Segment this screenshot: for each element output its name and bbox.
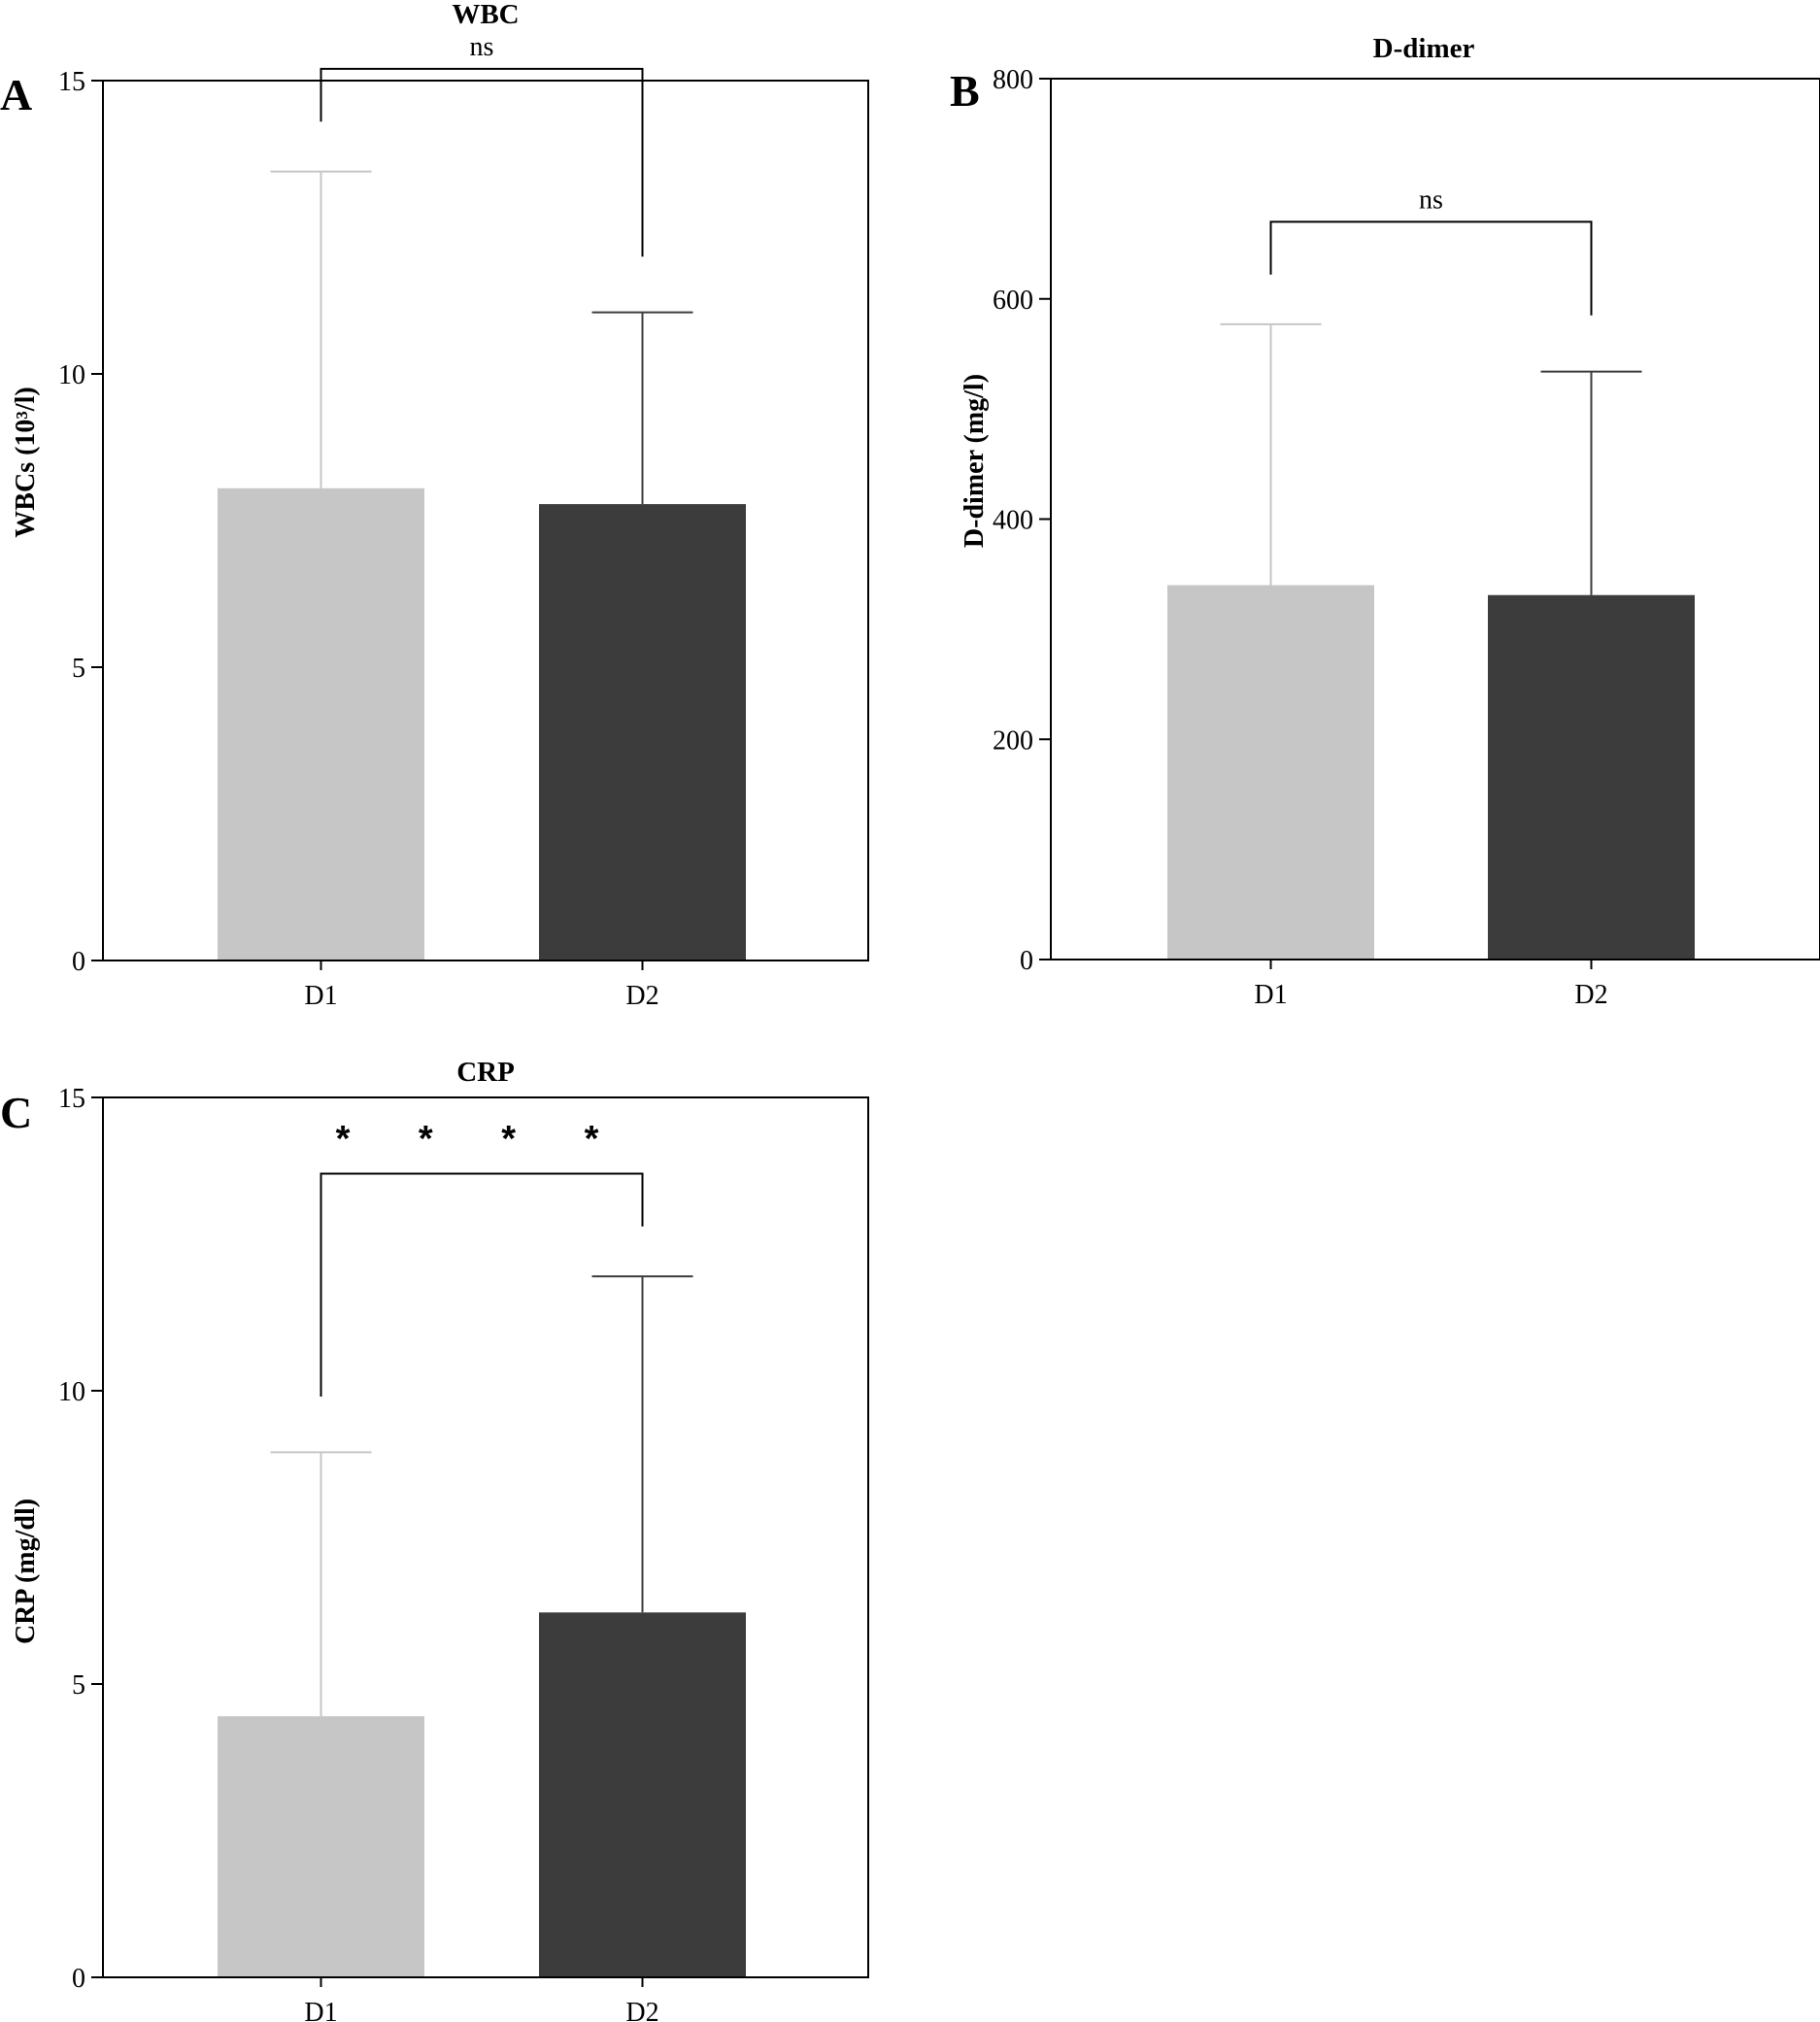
- significance-label: ns: [470, 32, 494, 62]
- y-tick-label: 0: [72, 1964, 85, 1994]
- chart-title: CRP: [456, 1057, 515, 1088]
- bar-d1: [218, 488, 424, 960]
- significance-bracket: [320, 1172, 644, 1398]
- significance-label: ns: [1419, 185, 1443, 215]
- y-tick-label: 200: [993, 725, 1033, 756]
- significance-label: * * * *: [336, 1119, 628, 1160]
- y-tick-label: 0: [72, 947, 85, 977]
- y-tick-label: 800: [993, 65, 1033, 95]
- axes-frame: [102, 80, 869, 961]
- x-tick-label: D2: [625, 1998, 658, 2022]
- y-tick-label: 10: [58, 1377, 85, 1407]
- y-tick-label: 0: [1020, 946, 1033, 976]
- axes-frame: [102, 1096, 869, 1978]
- chart-title: D-dimer: [1373, 33, 1475, 64]
- x-tick-label: D1: [304, 1998, 337, 2022]
- y-axis-label: WBCs (10³/l): [11, 387, 41, 537]
- x-tick-label: D2: [625, 981, 658, 1011]
- y-tick-label: 5: [72, 654, 85, 684]
- x-tick-label: D1: [304, 981, 337, 1011]
- chart-title: WBC: [452, 0, 519, 30]
- x-tick-label: D2: [1574, 980, 1607, 1010]
- bar-d1: [218, 1716, 424, 1977]
- panel-b: D1 D2 0 200 400 600 800 D-dimer B D-dimer (mg/l) n…: [950, 33, 1820, 1010]
- panel-label: B: [950, 66, 980, 116]
- significance-bracket: [1269, 220, 1593, 316]
- y-tick-label: 10: [58, 360, 85, 390]
- y-axis-label: CRP (mg/dl): [11, 1499, 41, 1644]
- y-axis-label: D-dimer (mg/l): [960, 374, 990, 548]
- panel-a: D1 D2 0 5 10 15 WBC A WBCs (10³/l) ns: [0, 0, 869, 1011]
- bar-d2: [539, 504, 746, 960]
- y-tick-label: 5: [72, 1670, 85, 1701]
- bar-d2: [1488, 594, 1695, 960]
- bar-d2: [539, 1612, 746, 1977]
- significance-bracket: [320, 67, 644, 257]
- y-tick-label: 600: [993, 286, 1033, 316]
- x-tick-label: D1: [1254, 980, 1287, 1010]
- y-tick-label: 400: [993, 506, 1033, 536]
- panel-label: A: [0, 70, 32, 119]
- y-tick-label: 15: [58, 1084, 85, 1114]
- y-tick-label: 15: [58, 67, 85, 97]
- panel-c: D1 D2 0 5 10 15 CRP C CRP (mg/dl) * * * *: [0, 1057, 869, 2022]
- bar-d1: [1167, 585, 1374, 960]
- panel-label: C: [0, 1088, 32, 1137]
